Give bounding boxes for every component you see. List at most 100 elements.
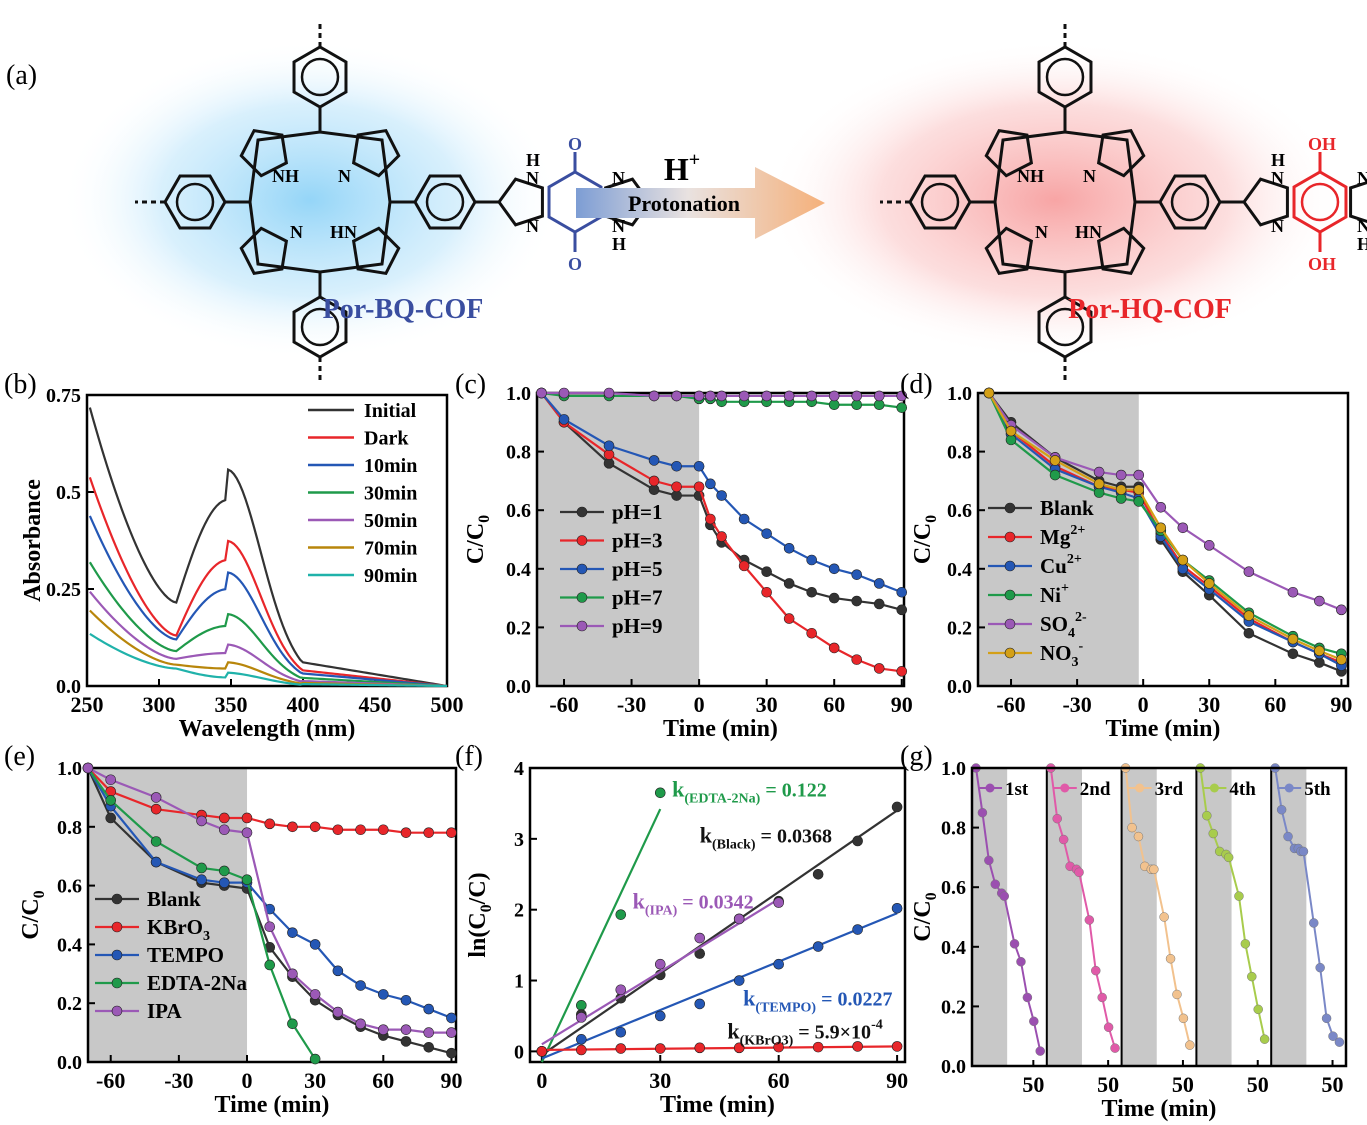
data-point-KBrO3 (576, 1044, 587, 1056)
y-tick-label: 0.0 (57, 1052, 82, 1074)
cycle-point-1st (999, 891, 1010, 901)
data-point-TEMPO (309, 939, 321, 950)
data-point-pH=3 (851, 654, 863, 665)
data-point-IPA (733, 913, 745, 925)
data-point-pH=3 (806, 627, 817, 639)
cycle-point-2nd (1103, 1022, 1114, 1033)
y-tick-label: 0 (514, 1041, 524, 1063)
cycle-point-4th (1223, 852, 1234, 863)
x-tick-label: 450 (359, 692, 392, 717)
data-point-pH=5 (896, 586, 908, 598)
rate-annotation-value: = 0.122 (760, 779, 826, 801)
data-point-EDTA-2Na (287, 1018, 298, 1030)
x-tick-label: 60 (823, 692, 845, 717)
data-point-IPA (241, 827, 253, 838)
y-tick-label: 0.0 (506, 676, 531, 698)
data-point-Black (852, 835, 863, 847)
data-point-pH=9 (738, 390, 750, 402)
spectrum-line-50min (89, 590, 448, 688)
x-tick-label: 50 (1322, 1072, 1344, 1097)
data-point-TEMPO (615, 1026, 627, 1038)
data-point-pH=9 (558, 387, 570, 399)
rate-annotation: k(KBrO3) = 5.9×10-4 (727, 1018, 882, 1049)
y-tick-label: 0.8 (506, 442, 531, 464)
rate-annotation-value: = 0.0368 (756, 825, 832, 847)
cycle-point-4th (1202, 810, 1212, 821)
legend-label-text: pH=5 (612, 557, 662, 581)
data-point-pH=9 (761, 390, 772, 402)
data-point-NO3- (1133, 484, 1145, 495)
x-tick-label: 350 (215, 692, 248, 717)
legend-marker (576, 563, 588, 575)
atom-label-n: N (612, 168, 625, 188)
atom-label-n: N (1271, 168, 1284, 188)
legend-label-sup: - (1079, 639, 1084, 654)
data-point-Blank (1287, 648, 1299, 660)
rate-annotation-sub: (IPA) (645, 903, 678, 918)
data-point-Blank (1243, 627, 1255, 639)
left-glow (60, 40, 560, 360)
legend-label-sup: + (1061, 581, 1069, 596)
rate-annotation-value: = 0.0227 (816, 988, 892, 1010)
data-point-IPA (264, 921, 276, 933)
legend-label-sub: 3 (1072, 655, 1079, 670)
data-point-TEMPO (332, 965, 344, 977)
dark-region (1046, 768, 1082, 1066)
data-point-EDTA-2Na (241, 874, 253, 886)
data-point-pH=3 (648, 475, 660, 487)
atom-label-n: N (290, 222, 303, 242)
data-point-pH=9 (716, 390, 727, 402)
data-point-Blank (400, 1036, 412, 1047)
protonation-arrow (576, 167, 825, 239)
atom-label-oxygen: O (568, 254, 582, 274)
panel-label: (c) (455, 369, 486, 400)
cycle-point-3rd (1127, 822, 1137, 833)
data-point-KBrO3 (812, 1041, 824, 1053)
data-point-IPA (400, 1024, 412, 1035)
data-point-KBrO3 (264, 818, 276, 830)
y-tick-label: 0.2 (941, 996, 966, 1018)
data-point-pH=5 (648, 455, 660, 466)
data-point-TEMPO (150, 856, 162, 868)
legend-label: pH=3 (612, 529, 662, 553)
data-point-SO42- (1177, 522, 1189, 534)
panel-label-a: (a) (6, 60, 37, 91)
legend-marker (1284, 783, 1294, 793)
arrow-label: Protonation (628, 191, 740, 216)
y-tick-label: 0.8 (57, 817, 82, 839)
rate-annotation: k(EDTA-2Na) = 0.122 (672, 776, 827, 806)
x-axis-label: Time (min) (1102, 1096, 1217, 1122)
legend-marker (1004, 502, 1016, 514)
data-point-IPA (654, 958, 666, 970)
data-point-TEMPO (773, 958, 784, 970)
y-axis-label-main: C/C (463, 523, 489, 564)
atom-label-n: N (526, 168, 539, 188)
legend-label: 50min (364, 510, 417, 532)
atom-label-h: H (526, 150, 540, 170)
data-point-pH=3 (671, 481, 682, 493)
cycle-point-2nd (1091, 965, 1101, 976)
data-point-pH=3 (705, 513, 716, 525)
x-tick-label: -60 (996, 692, 1025, 717)
atom-label-oxygen: OH (1308, 254, 1336, 274)
data-point-pH=9 (806, 390, 817, 402)
data-point-IPA (332, 1006, 344, 1018)
legend-marker (1004, 647, 1016, 659)
data-point-EDTA-2Na (264, 959, 276, 971)
spectrum-line-Initial (88, 407, 448, 688)
atom-label-n: N (612, 216, 625, 236)
y-axis-label: ln(C0/C) (465, 872, 495, 957)
data-point-TEMPO (378, 989, 389, 1000)
x-tick-label: 30 (304, 1068, 326, 1093)
cycle-point-5th (1321, 1013, 1332, 1024)
legend-label-main: Blank (1040, 496, 1094, 520)
x-tick-label: 0 (242, 1068, 253, 1093)
cycle-point-5th (1334, 1037, 1345, 1047)
data-point-TEMPO (733, 975, 745, 986)
data-point-EDTA-2Na (105, 795, 117, 806)
data-point-pH=9 (603, 387, 615, 399)
data-point-EDTA-2Na (615, 909, 627, 920)
rate-annotation: k(IPA) = 0.0342 (633, 888, 754, 918)
